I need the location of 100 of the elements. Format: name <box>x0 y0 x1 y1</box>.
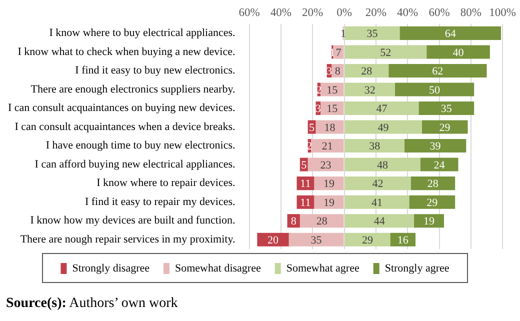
data-label: 38 <box>369 140 381 153</box>
data-label: 19 <box>323 178 335 190</box>
x-tick-label: 20% <box>365 6 387 19</box>
data-label: 11 <box>300 178 311 190</box>
data-label: 19 <box>423 216 435 228</box>
data-label: 7 <box>336 46 342 59</box>
x-tick-label: 60% <box>428 6 450 19</box>
y-tick-label: I know what to check when buying a new device. <box>18 46 236 58</box>
bar <box>344 45 427 59</box>
x-tick-label: 100% <box>489 6 516 19</box>
legend-label: Somewhat agree <box>286 262 360 274</box>
x-tick-label: 40% <box>397 6 419 19</box>
x-tick-label: 60% <box>238 6 260 19</box>
bar <box>388 64 487 78</box>
data-label: 15 <box>326 103 338 116</box>
data-label: 44 <box>374 216 386 228</box>
bar <box>300 214 344 228</box>
data-label: 5 <box>301 159 308 172</box>
data-label: 23 <box>320 159 332 172</box>
data-label: 35 <box>310 234 322 247</box>
bar <box>344 82 395 96</box>
bar <box>344 120 422 134</box>
bar <box>257 232 289 246</box>
x-tick-label: 80% <box>460 6 482 19</box>
bar <box>418 101 474 116</box>
data-label: 3 <box>315 103 322 116</box>
data-label: 50 <box>429 84 441 96</box>
bar <box>414 214 444 228</box>
data-label: 29 <box>362 234 374 247</box>
data-label: 11 <box>300 196 311 209</box>
data-label: 28 <box>427 178 439 190</box>
data-label: 8 <box>290 216 297 228</box>
bar <box>344 101 419 116</box>
bar <box>409 195 456 209</box>
data-label: 62 <box>432 66 444 78</box>
data-label: 52 <box>380 46 392 59</box>
y-tick-label: I know where to buy electrical appliances. <box>49 27 236 40</box>
bar <box>410 176 456 190</box>
bar <box>394 82 474 96</box>
y-tick-label: I know where to repair devices. <box>96 177 236 190</box>
y-tick-label: I have enough time to buy new electronics. <box>46 140 236 152</box>
data-label: 41 <box>371 196 382 209</box>
bar <box>400 26 501 40</box>
legend-label: Strongly disagree <box>72 262 150 274</box>
y-tick-label: I know how my devices are built and function. <box>30 214 236 227</box>
data-label: 16 <box>397 234 409 247</box>
y-tick-label: There are nough repair services in my proximity. <box>20 234 236 246</box>
bar <box>426 45 490 59</box>
data-label: 28 <box>316 216 328 228</box>
bar <box>344 64 389 78</box>
y-tick-label: I find it easy to repair my devices. <box>84 196 236 208</box>
data-label: 49 <box>378 122 390 134</box>
bar <box>333 45 344 59</box>
data-label: 18 <box>324 122 336 134</box>
bar <box>288 232 344 246</box>
data-label: 35 <box>366 28 378 40</box>
data-label: 29 <box>426 196 438 209</box>
bar <box>320 101 344 116</box>
data-label: 21 <box>322 140 333 153</box>
data-label: 29 <box>439 122 451 134</box>
data-label: 35 <box>440 103 452 116</box>
data-label: 19 <box>323 196 335 209</box>
x-tick-label: 40% <box>270 6 292 19</box>
bar <box>311 139 344 153</box>
data-label: 48 <box>377 159 389 172</box>
bar <box>308 158 344 172</box>
bar <box>422 120 468 134</box>
data-label: 24 <box>434 159 446 172</box>
data-label: 64 <box>444 28 456 40</box>
y-tick-label: I can consult acquaintances when a device breaks. <box>14 120 236 133</box>
bar <box>344 139 404 153</box>
data-label: 47 <box>376 103 388 116</box>
data-label: 32 <box>364 84 376 96</box>
data-label: 39 <box>430 140 442 153</box>
data-label: 3 <box>326 66 332 78</box>
y-tick-label: I can consult acquaintances on buying new devices. <box>8 102 236 114</box>
data-label: 28 <box>361 66 373 78</box>
data-label: 1 <box>340 28 346 40</box>
bar <box>344 232 390 246</box>
bar <box>314 195 344 209</box>
bar <box>344 158 420 172</box>
data-label: 8 <box>334 66 341 78</box>
legend-label: Somewhat disagree <box>175 262 261 274</box>
legend-label: Strongly agree <box>384 262 450 274</box>
x-tick-label: 20% <box>302 6 324 19</box>
bar <box>344 214 414 228</box>
bar <box>420 158 458 172</box>
bar <box>344 26 400 40</box>
bar <box>344 176 411 190</box>
data-label: 40 <box>452 46 464 59</box>
bar <box>320 82 344 96</box>
data-label: 20 <box>268 234 280 247</box>
x-tick-label: 0% <box>336 6 352 19</box>
bar <box>314 176 344 190</box>
y-tick-label: There are enough electronics suppliers nearby. <box>30 83 236 96</box>
source-note: Source(s): Authors’ own work <box>6 296 178 312</box>
bar <box>404 139 466 153</box>
data-label: 15 <box>326 84 338 96</box>
y-tick-label: I can afford buying new electrical appliances. <box>34 158 236 170</box>
y-tick-label: I find it easy to buy new electronics. <box>75 64 236 77</box>
